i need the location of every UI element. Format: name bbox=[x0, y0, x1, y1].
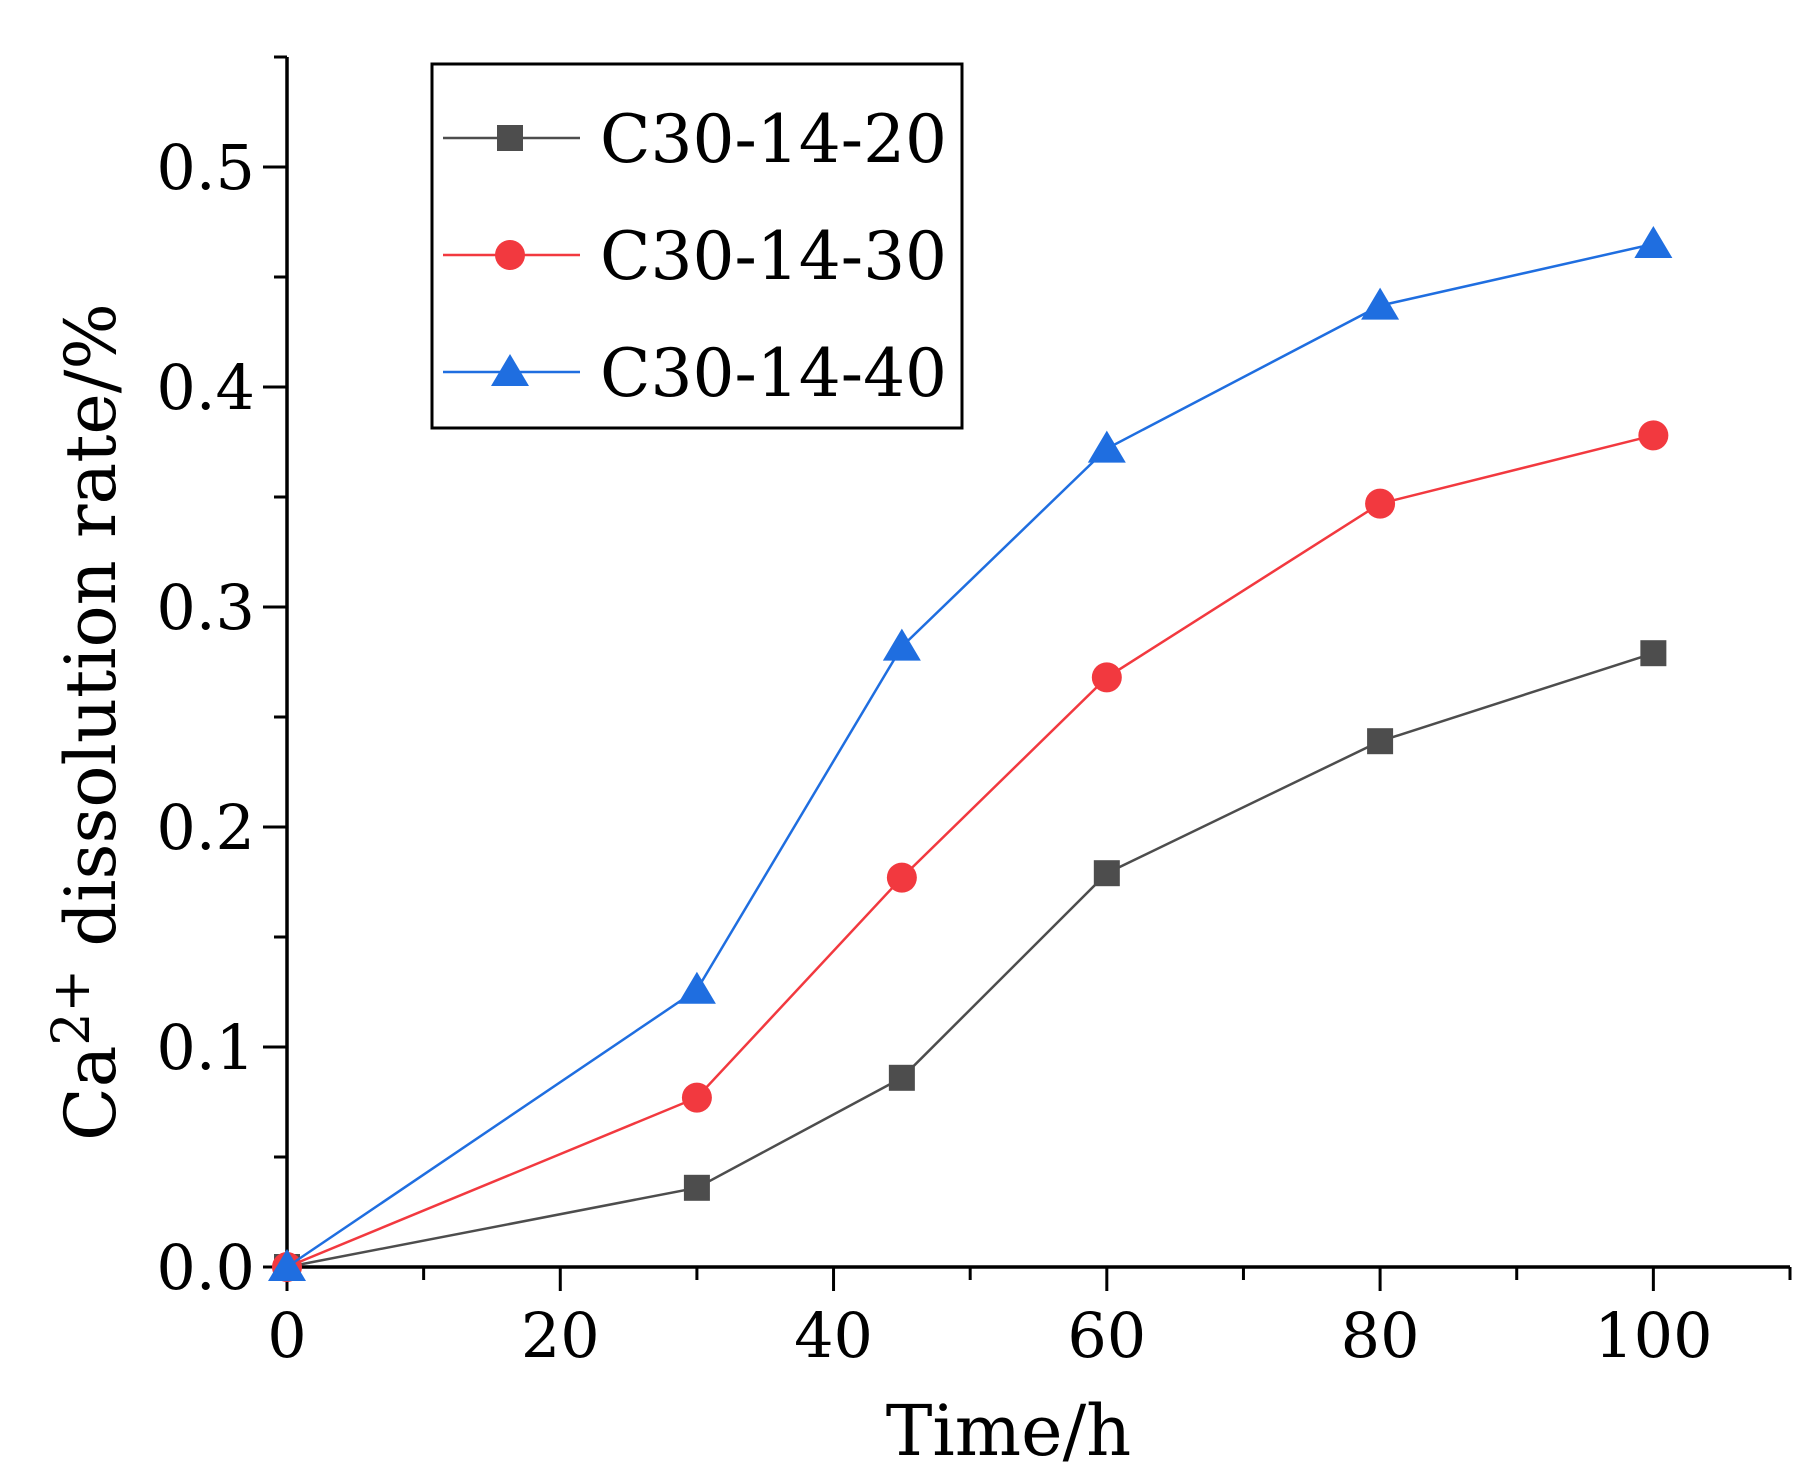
legend-item: C30-14-20 bbox=[443, 101, 947, 178]
data-point bbox=[268, 1249, 306, 1281]
legend-label: C30-14-20 bbox=[600, 101, 947, 178]
y-tick-label: 0.5 bbox=[156, 131, 255, 204]
x-tick-label: 60 bbox=[1067, 1299, 1146, 1372]
y-tick-label: 0.0 bbox=[156, 1231, 255, 1304]
legend-marker bbox=[491, 354, 529, 386]
x-tick-label: 0 bbox=[267, 1299, 306, 1372]
y-axis-title-prefix: Ca bbox=[50, 1046, 132, 1141]
y-tick-label: 0.2 bbox=[156, 791, 255, 864]
legend: C30-14-20 C30-14-30 C30-14-40 bbox=[430, 62, 964, 430]
x-tick-label: 80 bbox=[1341, 1299, 1420, 1372]
data-point bbox=[1087, 430, 1126, 463]
y-axis-title-suffix: dissolution rate/% bbox=[50, 303, 132, 969]
data-point bbox=[888, 1064, 915, 1091]
legend-marker bbox=[495, 240, 525, 270]
data-point bbox=[1365, 488, 1396, 519]
series-line bbox=[286, 652, 1654, 1269]
data-point bbox=[683, 1174, 710, 1201]
data-point bbox=[677, 971, 716, 1004]
x-tick-label: 40 bbox=[794, 1299, 873, 1372]
data-point bbox=[1634, 226, 1673, 258]
y-axis-title-superscript: 2+ bbox=[42, 969, 102, 1046]
data-point bbox=[681, 1082, 712, 1113]
legend-item: C30-14-40 bbox=[443, 335, 947, 412]
series-layer bbox=[268, 226, 1673, 1282]
data-point bbox=[886, 862, 917, 893]
data-point bbox=[1093, 860, 1120, 887]
axes: 0 20 40 60 80 100 0.0 0.1 0.2 0.3 0.4 0.5 bbox=[156, 55, 1792, 1372]
data-point bbox=[1367, 728, 1394, 755]
series-line bbox=[286, 242, 1654, 1269]
data-point bbox=[1640, 640, 1667, 667]
legend-marker bbox=[497, 125, 523, 151]
series-C30-14-30 bbox=[272, 420, 1669, 1282]
series-C30-14-20 bbox=[274, 640, 1667, 1280]
series-line bbox=[286, 434, 1654, 1269]
data-point bbox=[1091, 662, 1122, 693]
x-axis-title: Time/h bbox=[886, 1390, 1132, 1472]
y-axis-title: Ca2+ dissolution rate/% bbox=[42, 303, 132, 1141]
x-tick-label: 100 bbox=[1594, 1299, 1712, 1372]
y-tick-label: 0.3 bbox=[156, 571, 255, 644]
legend-item: C30-14-30 bbox=[443, 218, 947, 295]
legend-label: C30-14-30 bbox=[600, 218, 947, 295]
data-point bbox=[882, 628, 921, 661]
legend-label: C30-14-40 bbox=[600, 335, 947, 412]
series-C30-14-40 bbox=[268, 226, 1673, 1281]
y-tick-label: 0.4 bbox=[156, 351, 255, 424]
x-tick-label: 20 bbox=[521, 1299, 600, 1372]
y-tick-label: 0.1 bbox=[156, 1011, 255, 1084]
data-point bbox=[1361, 287, 1400, 320]
data-point bbox=[1638, 420, 1669, 451]
